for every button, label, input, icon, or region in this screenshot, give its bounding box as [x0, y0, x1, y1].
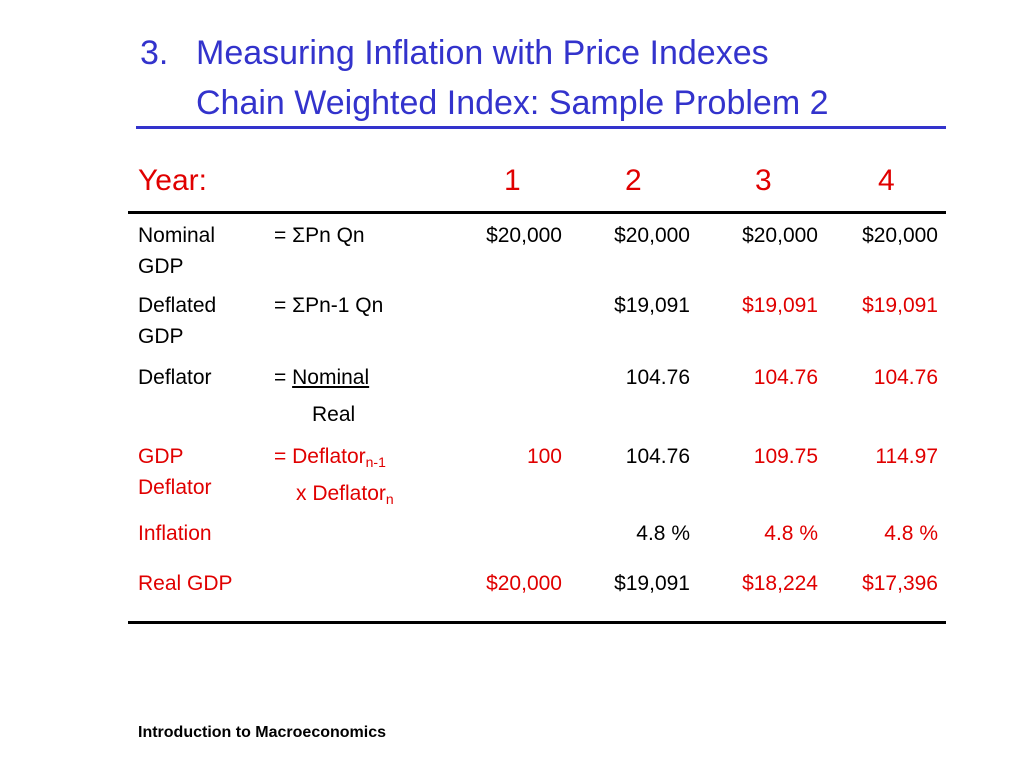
deflated-gdp-year-2: $19,091	[614, 294, 690, 317]
year-4-header: 4	[878, 164, 895, 197]
deflated-gdp-year-3: $19,091	[742, 294, 818, 317]
deflated-gdp-label: Deflated GDP	[138, 294, 217, 348]
deflator-formula-denominator: Real	[312, 403, 356, 426]
nominal-gdp-year-3: $20,000	[742, 224, 818, 247]
deflator-year-2: 104.76	[625, 366, 690, 389]
real-gdp-year-1: $20,000	[486, 572, 562, 595]
real-gdp-year-3: $18,224	[742, 572, 818, 595]
gdp-deflator-year-3: 109.75	[753, 445, 818, 468]
year-2-header: 2	[625, 164, 642, 197]
gdp-deflator-year-2: 104.76	[625, 445, 690, 468]
table-top-rule	[128, 211, 946, 214]
gdp-deflator-label: GDP Deflator	[138, 445, 212, 499]
nominal-gdp-year-2: $20,000	[614, 224, 690, 247]
inflation-year-3: 4.8 %	[764, 522, 818, 545]
slide-title: 3. Measuring Inflation with Price Indexes…	[140, 28, 829, 128]
deflator-year-4: 104.76	[873, 366, 938, 389]
deflator-year-3: 104.76	[753, 366, 818, 389]
nominal-gdp-year-1: $20,000	[486, 224, 562, 247]
nominal-gdp-label: Nominal GDP	[138, 224, 216, 278]
year-label: Year:	[138, 164, 207, 197]
deflated-gdp-formula: = ΣPn-1 Qn	[274, 294, 384, 317]
year-3-header: 3	[755, 164, 772, 197]
title-number: 3.	[140, 34, 169, 72]
real-gdp-year-4: $17,396	[862, 572, 938, 595]
table-bottom-rule	[128, 621, 946, 624]
title-line-2: Chain Weighted Index: Sample Problem 2	[196, 84, 829, 122]
deflated-gdp-year-4: $19,091	[862, 294, 938, 317]
deflator-label: Deflator	[138, 366, 212, 389]
gdp-deflator-formula-line-1: = Deflatorn-1	[274, 445, 386, 470]
gdp-deflator-formula-line-2: x Deflatorn	[296, 482, 394, 507]
nominal-gdp-formula: = ΣPn Qn	[274, 224, 365, 247]
nominal-gdp-year-4: $20,000	[862, 224, 938, 247]
inflation-year-2: 4.8 %	[636, 522, 690, 545]
title-divider	[136, 126, 946, 129]
real-gdp-label: Real GDP	[138, 572, 233, 595]
gdp-deflator-year-4: 114.97	[875, 445, 938, 468]
footer-course-name: Introduction to Macroeconomics	[138, 724, 387, 741]
inflation-label: Inflation	[138, 522, 212, 545]
title-line-1: Measuring Inflation with Price Indexes	[196, 34, 769, 72]
year-1-header: 1	[504, 164, 521, 197]
deflator-formula: = Nominal	[274, 366, 370, 389]
real-gdp-year-2: $19,091	[614, 572, 690, 595]
inflation-year-4: 4.8 %	[884, 522, 938, 545]
gdp-deflator-year-1: 100	[526, 445, 562, 468]
